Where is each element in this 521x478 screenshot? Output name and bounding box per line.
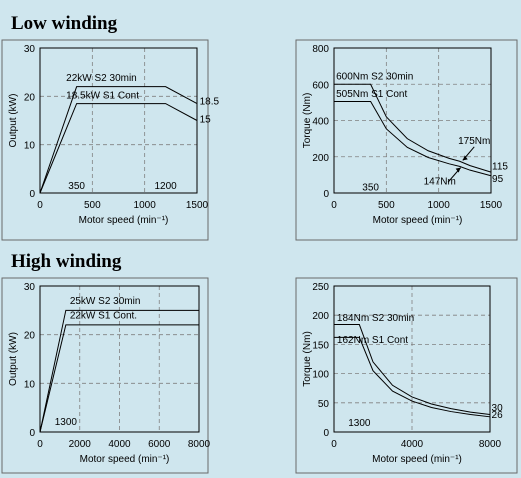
x-tick-label: 6000: [148, 439, 171, 450]
series-line: [334, 83, 492, 173]
x-axis-label: Motor speed (min⁻¹): [80, 454, 170, 465]
y-tick-label: 50: [318, 399, 330, 410]
annotation-label: 30: [492, 403, 504, 414]
high-output-chart: 0 2000 4000 6000 8000 0 10 20 30 Motor speed (min…: [1, 277, 211, 474]
section-title-high-winding: High winding: [11, 251, 122, 272]
x-tick-label: 4000: [108, 439, 131, 450]
y-axis-label: Torque (Nm): [302, 93, 313, 149]
annotation-label: 147Nm: [424, 177, 456, 188]
low-torque-panel-frame: [295, 39, 518, 241]
y-tick-label: 250: [312, 282, 329, 293]
annotation-label: 1200: [154, 181, 177, 192]
low-output-panel-frame: [1, 39, 209, 241]
series-line: [39, 86, 198, 194]
annotation-label: 95: [492, 174, 504, 185]
series-line: [39, 324, 199, 433]
y-axis-label: Torque (Nm): [302, 331, 313, 387]
x-tick-label: 8000: [479, 439, 502, 450]
arrow-head: [462, 155, 468, 161]
x-tick-label: 1500: [186, 200, 209, 211]
y-axis-label: Output (kW): [8, 332, 19, 386]
y-tick-label: 600: [312, 80, 329, 91]
x-axis-label: Motor speed (min⁻¹): [79, 215, 169, 226]
series-line: [334, 100, 492, 177]
annotation-label: 350: [68, 181, 85, 192]
series-label: 22kW S2 30min: [66, 73, 137, 84]
x-tick-label: 2000: [69, 439, 92, 450]
x-tick-label: 0: [37, 439, 43, 450]
low-torque-chart: 0 500 1000 1500 0 200 400 600 800 Motor speed (mi…: [295, 39, 518, 241]
y-tick-label: 30: [24, 44, 36, 55]
y-tick-label: 0: [29, 428, 35, 439]
low-output-chart: 0 500 1000 1500 0 10 20 30 Motor speed (min⁻¹) Ou…: [1, 39, 220, 241]
y-tick-label: 800: [312, 44, 329, 55]
y-tick-label: 0: [29, 189, 35, 200]
annotation-label: 1300: [348, 418, 371, 429]
series-label: 162Nm S1 Cont: [337, 335, 408, 346]
x-axis-label: Motor speed (min⁻¹): [372, 454, 462, 465]
series-label: 22kW S1 Cont.: [70, 311, 137, 322]
y-tick-label: 10: [24, 379, 36, 390]
x-tick-label: 0: [37, 200, 43, 211]
annotation-label: 175Nm: [458, 136, 490, 147]
x-tick-label: 1000: [134, 200, 157, 211]
annotation-label: 115: [492, 161, 508, 172]
y-tick-label: 200: [312, 153, 329, 164]
annotation-label: 15: [200, 114, 212, 125]
x-tick-label: 500: [378, 200, 395, 211]
series-line: [39, 309, 199, 433]
section-title-low-winding: Low winding: [11, 13, 118, 34]
x-axis-label: Motor speed (min⁻¹): [373, 215, 463, 226]
plot-area-border: [39, 285, 200, 433]
high-output-panel-frame: [1, 277, 209, 474]
high-torque-chart: 0 4000 8000 0 50 100 150 200 250 Motor speed (min…: [295, 277, 518, 474]
y-tick-label: 20: [24, 92, 36, 103]
x-tick-label: 4000: [401, 439, 424, 450]
high-torque-panel-frame: [295, 277, 518, 474]
y-tick-label: 0: [323, 189, 329, 200]
annotation-label: 350: [362, 182, 379, 193]
series-line: [39, 103, 198, 194]
y-axis-label: Output (kW): [8, 94, 19, 148]
series-label: 25kW S2 30min: [70, 296, 141, 307]
series-line: [334, 324, 491, 415]
plot-area-border: [39, 47, 198, 194]
x-tick-label: 1500: [480, 200, 503, 211]
x-tick-label: 0: [331, 200, 337, 211]
arrow-head: [455, 167, 461, 173]
annotation-label: 26: [492, 410, 504, 421]
series-label: 184Nm S2 30min: [337, 313, 414, 324]
y-tick-label: 10: [24, 141, 36, 152]
y-tick-label: 150: [312, 340, 329, 351]
y-tick-label: 30: [24, 282, 36, 293]
x-tick-label: 500: [84, 200, 101, 211]
plot-area-border: [333, 285, 491, 433]
x-tick-label: 0: [331, 439, 337, 450]
series-label: 600Nm S2 30min: [336, 72, 413, 83]
annotation-label: 18.5: [200, 97, 220, 108]
y-tick-label: 0: [323, 428, 329, 439]
annotation-label: 1300: [55, 417, 78, 428]
y-tick-label: 20: [24, 331, 36, 342]
y-tick-label: 400: [312, 117, 329, 128]
x-tick-label: 1000: [428, 200, 451, 211]
series-label: 505Nm S1 Cont: [336, 89, 407, 100]
plot-area-border: [333, 47, 492, 194]
y-tick-label: 100: [312, 370, 329, 381]
series-line: [334, 336, 491, 418]
series-label: 18.5kW S1 Cont: [66, 90, 139, 101]
x-tick-label: 8000: [188, 439, 211, 450]
y-tick-label: 200: [312, 311, 329, 322]
